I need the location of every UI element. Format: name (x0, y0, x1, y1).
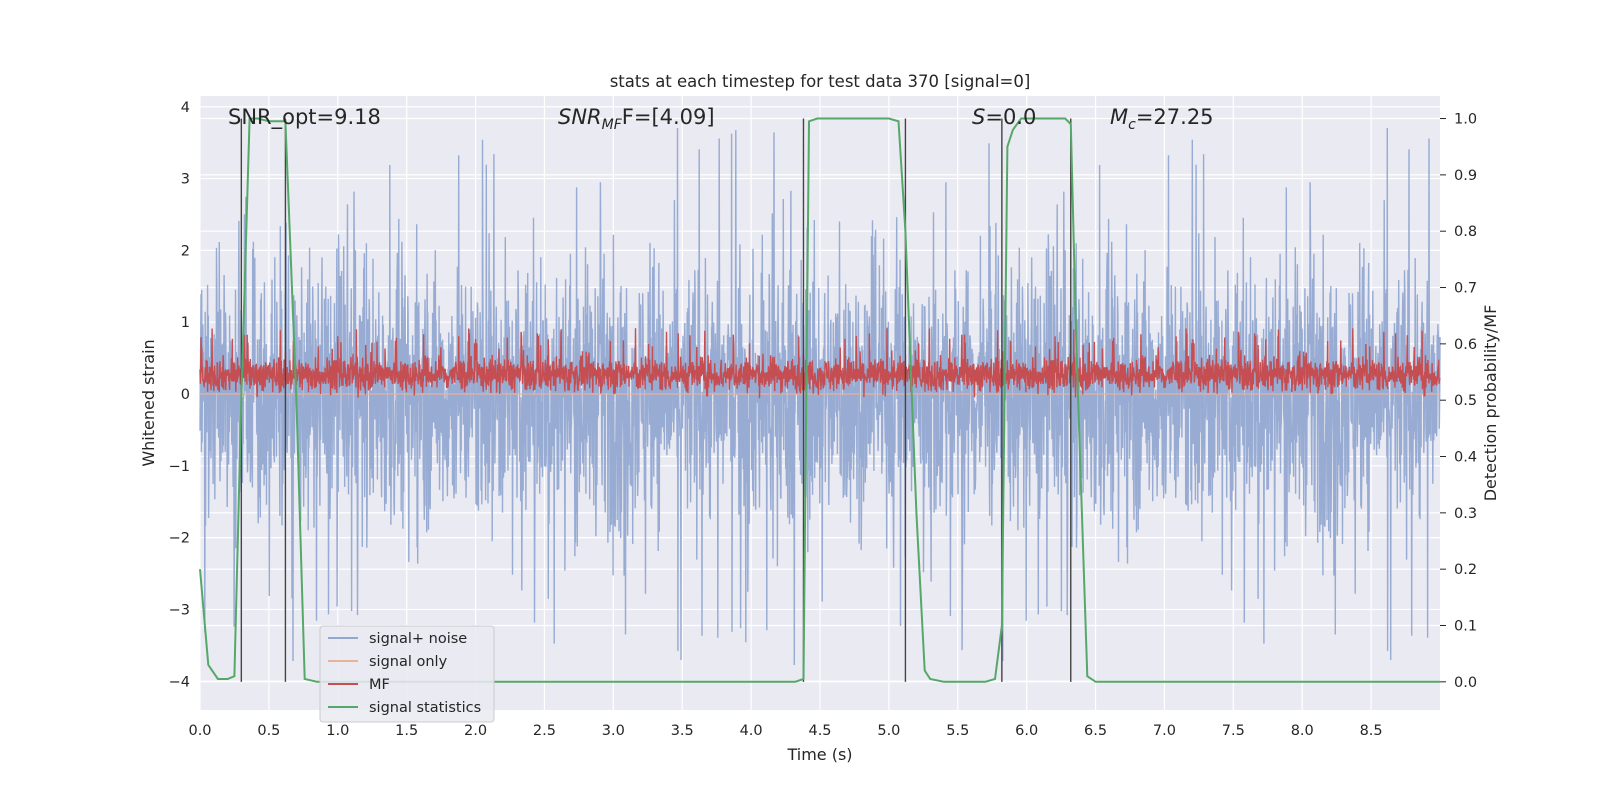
legend-label-signal-noise: signal+ noise (369, 631, 467, 647)
chart-title: stats at each timestep for test data 370… (610, 72, 1031, 91)
legend-label-signal-only: signal only (369, 654, 448, 670)
legend-label-mf: MF (369, 677, 390, 693)
legend: signal+ noise signal only MF signal stat… (319, 625, 495, 723)
annotation-mc: Mc=27.25 (1110, 105, 1214, 133)
x-tick-label: 4.0 (740, 723, 763, 739)
x-tick-label: 2.5 (533, 723, 556, 739)
series-mf (199, 328, 1441, 399)
series-signal-statistics (199, 117, 1440, 683)
y-axis-title: Whitened strain (139, 339, 158, 466)
y-right-axis-title: Detection probability/MF (1481, 305, 1500, 502)
y-right-tick-label: 0.2 (1454, 562, 1477, 578)
y-tick-label: −2 (169, 531, 190, 547)
x-tick-label: 7.0 (1153, 723, 1176, 739)
x-tick-label: 1.0 (326, 723, 349, 739)
annotation-snr-mf: SNRMFF=[4.09] (558, 105, 715, 133)
y-right-tick-label: 0.1 (1454, 619, 1477, 635)
y-right-tick-label: 1.0 (1454, 112, 1477, 128)
y-right-tick-label: 0.9 (1454, 168, 1477, 184)
x-tick-label: 5.0 (877, 723, 900, 739)
y-right-tick-label: 0.5 (1454, 393, 1477, 409)
annotation-snr-opt: SNR_opt=9.18 (228, 105, 381, 130)
annotation-mc-main: M (1110, 105, 1128, 129)
y-right-tick-label: 0.6 (1454, 337, 1477, 353)
y-tick-label: 4 (181, 100, 190, 116)
x-tick-label: 3.5 (671, 723, 694, 739)
x-tick-label: 7.5 (1222, 723, 1245, 739)
x-tick-label: 0.5 (257, 723, 280, 739)
y-right-tick-label: 0.4 (1454, 450, 1477, 466)
annotation-s-main: S (972, 105, 985, 129)
annotation-snr-mf-sub: MF (602, 117, 623, 133)
x-tick-label: 0.0 (188, 723, 211, 739)
annotation-snr-mf-rest: F=[4.09] (622, 105, 715, 129)
x-tick-label: 4.5 (808, 723, 831, 739)
series-layer (199, 117, 1441, 683)
annotation-snr-mf-main: SNR (558, 105, 602, 129)
annotation-mc-rest: =27.25 (1136, 105, 1214, 129)
axes-layer: 0.0 0.5 1.0 1.5 2.0 2.5 3.0 3.5 4.0 4.5 5.0 5.5 6.0 6… (169, 100, 1477, 739)
y-right-tick-label: 0.7 (1454, 281, 1477, 297)
y-right-tick-label: 0.8 (1454, 224, 1477, 240)
y-right-tick-label: 0.0 (1454, 675, 1477, 691)
series-signal-noise (199, 127, 1441, 666)
y-tick-label: −1 (169, 459, 190, 475)
y-tick-label: 1 (181, 315, 190, 331)
x-tick-label: 8.0 (1291, 723, 1314, 739)
legend-label-signal-statistics: signal statistics (369, 700, 481, 716)
x-tick-label: 1.5 (395, 723, 418, 739)
annotation-s: S=0.0 (972, 105, 1036, 129)
x-tick-label: 5.5 (946, 723, 969, 739)
x-axis-title: Time (s) (786, 745, 852, 764)
annotation-s-rest: =0.0 (985, 105, 1036, 129)
y-right-tick-label: 0.3 (1454, 506, 1477, 522)
y-tick-label: 2 (181, 243, 190, 259)
x-tick-label: 6.5 (1084, 723, 1107, 739)
x-tick-label: 8.5 (1360, 723, 1383, 739)
annotation-mc-sub: c (1128, 117, 1136, 133)
y-tick-label: 3 (181, 172, 190, 188)
x-tick-label: 2.0 (464, 723, 487, 739)
x-tick-label: 3.0 (602, 723, 625, 739)
y-tick-label: 0 (181, 387, 190, 403)
y-tick-label: −4 (169, 674, 190, 690)
x-tick-label: 6.0 (1015, 723, 1038, 739)
y-tick-label: −3 (169, 602, 190, 618)
legend-frame (319, 625, 495, 723)
